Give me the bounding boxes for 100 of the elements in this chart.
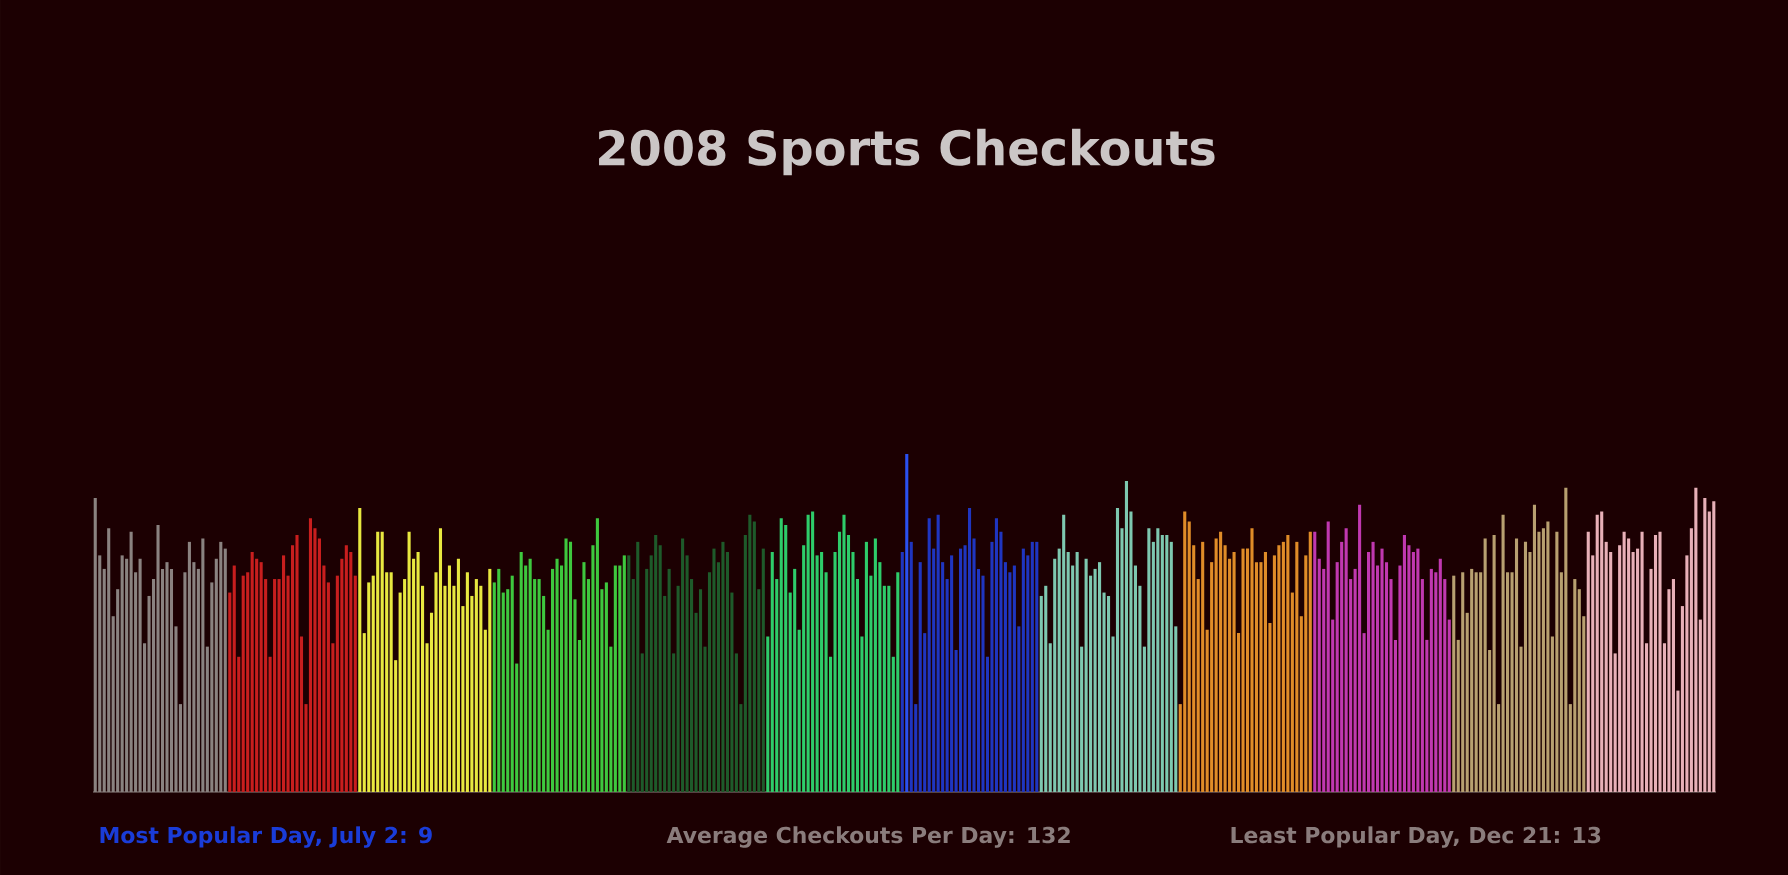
bar bbox=[564, 538, 568, 792]
bar bbox=[326, 582, 330, 792]
bar bbox=[1124, 481, 1129, 792]
bar bbox=[1304, 555, 1308, 792]
bar bbox=[1600, 511, 1604, 792]
bar bbox=[591, 545, 595, 792]
bar bbox=[681, 538, 685, 792]
bar bbox=[725, 552, 729, 792]
text: Most Popular Day, July 2: 9 bbox=[100, 826, 432, 848]
bar bbox=[1165, 535, 1169, 792]
bar bbox=[138, 558, 142, 792]
chart-title: 2008 Sports Checkouts bbox=[599, 128, 1215, 176]
bar bbox=[1232, 552, 1236, 792]
bar bbox=[1156, 528, 1160, 792]
bar bbox=[1075, 552, 1079, 792]
bar bbox=[1326, 521, 1330, 792]
bar bbox=[815, 555, 819, 792]
bar bbox=[1210, 562, 1214, 792]
bar bbox=[1241, 548, 1245, 792]
bar bbox=[1564, 487, 1568, 792]
bar bbox=[1546, 521, 1550, 792]
bar bbox=[654, 535, 658, 792]
bar bbox=[1712, 501, 1716, 792]
bar bbox=[806, 514, 810, 792]
bar bbox=[380, 531, 384, 792]
bar bbox=[120, 555, 124, 792]
bar bbox=[219, 541, 223, 792]
bar bbox=[1483, 538, 1487, 792]
bar bbox=[950, 555, 954, 792]
bar bbox=[896, 572, 900, 792]
bar bbox=[761, 548, 765, 792]
bar bbox=[882, 585, 886, 792]
bar bbox=[595, 518, 599, 792]
bar bbox=[246, 572, 250, 792]
bar bbox=[685, 555, 689, 792]
bar bbox=[1631, 552, 1635, 792]
bar bbox=[187, 541, 191, 792]
bar bbox=[1447, 619, 1451, 792]
bar bbox=[873, 538, 877, 792]
bar bbox=[918, 562, 922, 792]
bar bbox=[389, 572, 393, 792]
bar bbox=[474, 579, 478, 792]
bar bbox=[93, 497, 97, 792]
bar bbox=[1653, 535, 1658, 792]
bar bbox=[658, 545, 662, 792]
bar bbox=[210, 582, 214, 792]
bar bbox=[165, 562, 169, 792]
bar bbox=[568, 541, 573, 792]
bar bbox=[407, 531, 411, 792]
bar bbox=[1044, 585, 1048, 792]
bar bbox=[1169, 541, 1173, 792]
bar bbox=[582, 562, 586, 792]
bar bbox=[1501, 514, 1505, 792]
bar bbox=[1640, 531, 1644, 792]
bar bbox=[1133, 565, 1137, 792]
bar bbox=[1115, 508, 1120, 792]
bar bbox=[228, 592, 232, 792]
text: Least Popular Day, Dec 21: 13 bbox=[1231, 826, 1601, 848]
bar bbox=[748, 514, 752, 792]
bar bbox=[456, 558, 460, 792]
bar bbox=[465, 572, 469, 792]
bar bbox=[367, 582, 371, 792]
bar bbox=[622, 555, 626, 792]
bar bbox=[994, 518, 998, 792]
bar bbox=[712, 548, 716, 792]
bar bbox=[403, 579, 407, 792]
bar bbox=[1694, 487, 1698, 792]
bar bbox=[1277, 545, 1281, 792]
bar bbox=[416, 552, 420, 792]
bar bbox=[129, 531, 133, 792]
bar bbox=[1470, 568, 1474, 792]
bar bbox=[376, 531, 380, 792]
bar bbox=[183, 572, 187, 792]
bar bbox=[555, 558, 559, 792]
bar bbox=[223, 548, 227, 792]
bar bbox=[779, 518, 783, 792]
bar bbox=[1658, 531, 1662, 792]
bar bbox=[1062, 514, 1066, 792]
bar bbox=[1618, 545, 1622, 792]
bar bbox=[1219, 531, 1223, 792]
bar bbox=[125, 558, 129, 792]
bar bbox=[1308, 531, 1312, 792]
bar bbox=[295, 535, 299, 792]
bar bbox=[282, 555, 286, 792]
bar bbox=[1514, 538, 1519, 792]
bar bbox=[506, 589, 510, 792]
bar bbox=[1066, 552, 1070, 792]
bar bbox=[241, 575, 245, 792]
bar bbox=[1098, 562, 1102, 792]
bar bbox=[519, 552, 523, 792]
bar bbox=[501, 592, 505, 792]
bar bbox=[698, 589, 703, 792]
bar bbox=[1555, 531, 1559, 792]
bar bbox=[1187, 521, 1191, 792]
bar bbox=[1021, 548, 1025, 792]
bar bbox=[1595, 514, 1599, 792]
bar bbox=[528, 558, 532, 792]
bar bbox=[1402, 535, 1406, 792]
bar bbox=[1358, 504, 1362, 792]
bar bbox=[1012, 565, 1016, 792]
